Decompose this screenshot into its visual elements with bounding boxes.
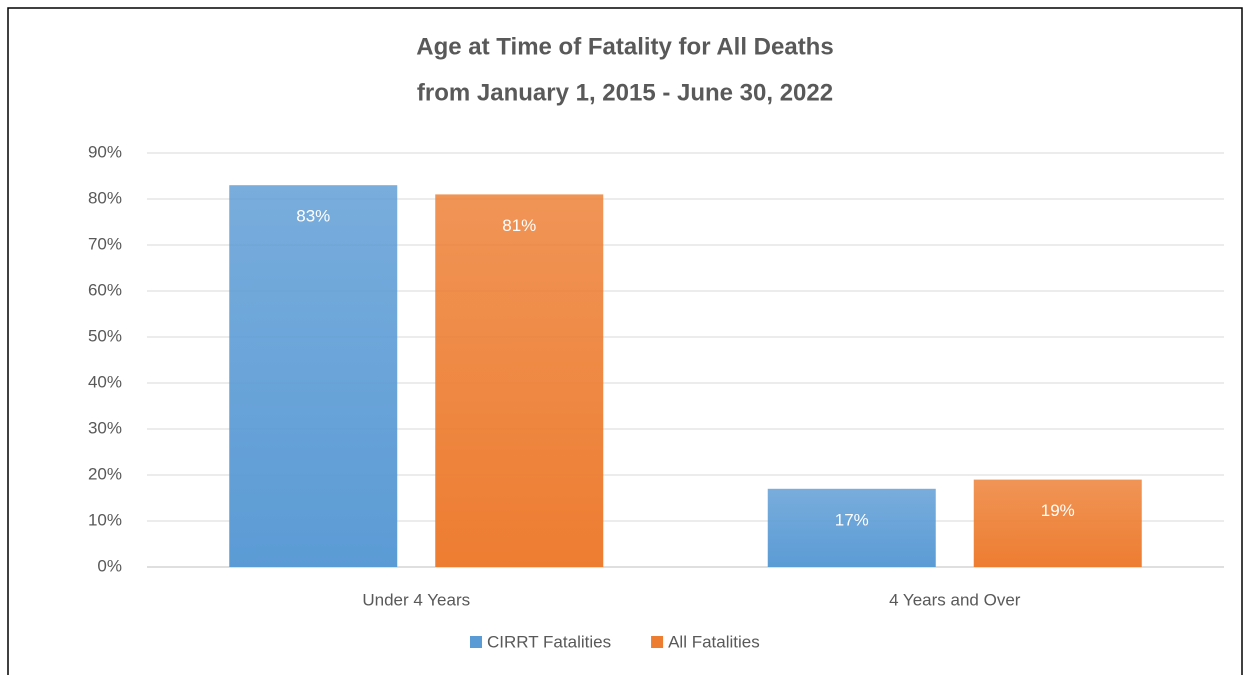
- y-tick-label: 10%: [88, 510, 122, 529]
- x-tick-label: 4 Years and Over: [889, 590, 1021, 609]
- chart-title: from January 1, 2015 - June 30, 2022: [417, 79, 833, 106]
- legend-swatch: [470, 636, 482, 648]
- bar: [767, 488, 936, 567]
- bar: [229, 185, 398, 567]
- legend-label: All Fatalities: [668, 632, 760, 651]
- data-label: 83%: [296, 207, 330, 226]
- y-tick-label: 90%: [88, 142, 122, 161]
- y-tick-label: 60%: [88, 280, 122, 299]
- bar: [973, 479, 1142, 567]
- y-tick-label: 30%: [88, 418, 122, 437]
- legend-label: CIRRT Fatalities: [487, 632, 611, 651]
- bar: [435, 194, 604, 567]
- y-tick-label: 80%: [88, 188, 122, 207]
- y-tick-label: 0%: [97, 556, 122, 575]
- y-tick-label: 40%: [88, 372, 122, 391]
- legend-swatch: [651, 636, 664, 648]
- y-tick-label: 50%: [88, 326, 122, 345]
- y-tick-label: 70%: [88, 234, 122, 253]
- data-label: 81%: [502, 216, 536, 235]
- chart-title: Age at Time of Fatality for All Deaths: [416, 33, 833, 60]
- data-label: 17%: [835, 510, 869, 529]
- x-tick-label: Under 4 Years: [362, 590, 470, 609]
- chart-frame: [7, 7, 1243, 675]
- y-tick-label: 20%: [88, 464, 122, 483]
- data-label: 19%: [1041, 501, 1075, 520]
